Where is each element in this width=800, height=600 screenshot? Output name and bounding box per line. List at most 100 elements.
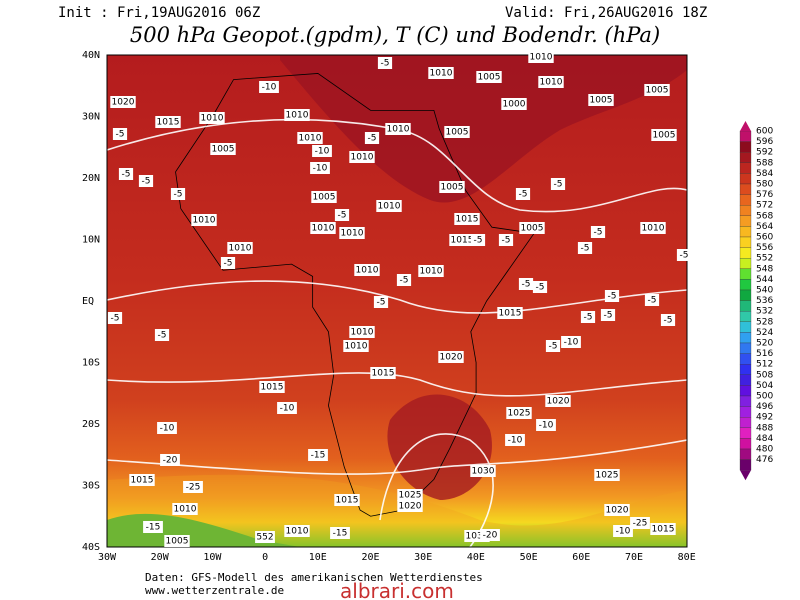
colorbar-label: 516 (756, 349, 773, 359)
contour-label: -5 (581, 244, 590, 254)
contour-label-box (604, 504, 630, 516)
colorbar-label: 560 (756, 233, 773, 243)
colorbar-swatch (739, 247, 752, 259)
data-source: Daten: GFS-Modell des amerikanischen Wet… (145, 571, 483, 584)
longitude-label: 70E (625, 552, 643, 563)
longitude-label: 30W (98, 552, 117, 563)
colorbar-label: 500 (756, 392, 773, 402)
contour-label-box (538, 76, 564, 88)
contour-label-box (470, 234, 486, 246)
contour-label: 1010 (530, 53, 553, 63)
colorbar-label: 524 (756, 328, 773, 338)
contour-label: -10 (315, 147, 330, 157)
colorbar-label: 556 (756, 243, 773, 253)
contour-label-box (418, 265, 444, 277)
colorbar-swatch (739, 385, 752, 397)
colorbar-swatch (739, 141, 752, 153)
contour-label-box (310, 222, 336, 234)
colorbar-swatch (739, 417, 752, 428)
colorbar-swatch (739, 342, 752, 354)
contour-label: 1005 (446, 128, 469, 138)
contour-label-box (588, 94, 614, 106)
contour-label-box (644, 84, 670, 96)
contour-label-box (613, 525, 633, 537)
contour-label: -10 (262, 83, 277, 93)
contour-label: -5 (338, 211, 347, 221)
latitude-label: 40N (82, 50, 100, 61)
contour-label: 1005 (590, 96, 613, 106)
contour-label: -5 (604, 311, 613, 321)
contour-label: 1015 (261, 383, 284, 393)
contour-label-box (220, 257, 236, 269)
contour-label-box (349, 151, 375, 163)
contour-label-box (310, 162, 330, 174)
contour-label: -5 (594, 228, 603, 238)
contour-label: 1005 (441, 183, 464, 193)
colorbar-swatch (739, 183, 752, 195)
colorbar-swatch (739, 226, 752, 238)
colorbar-swatch (739, 321, 752, 333)
colorbar-label: 592 (756, 148, 773, 158)
colorbar-label: 552 (756, 254, 773, 264)
contour-label-box (297, 132, 323, 144)
colorbar-label: 480 (756, 445, 773, 455)
contour-label: 1015 (131, 476, 154, 486)
contour-label: -10 (508, 436, 523, 446)
contour-label: -5 (116, 130, 125, 140)
contour-label-box (311, 191, 337, 203)
colorbar-swatch (739, 194, 752, 206)
longitude-label: 60E (572, 552, 590, 563)
map-area (107, 55, 687, 547)
contour-label-box (227, 242, 253, 254)
contour-label-box (600, 309, 616, 321)
contour-label-box (449, 234, 475, 246)
contour-label-box (515, 188, 531, 200)
contour-label: -10 (313, 164, 328, 174)
contour-label: 1005 (653, 131, 676, 141)
longitude-label: 80E (678, 552, 696, 563)
contour-label: -10 (616, 527, 631, 537)
contour-label-box (170, 188, 186, 200)
colorbar-label: 572 (756, 201, 773, 211)
contour-label-box (505, 434, 525, 446)
colorbar-label: 488 (756, 423, 773, 433)
contour-label: -10 (280, 404, 295, 414)
colorbar-swatch (739, 289, 752, 301)
contour-label: 1015 (372, 369, 395, 379)
latitude-label: 20S (82, 419, 100, 430)
colorbar-label: 508 (756, 370, 773, 380)
colorbar-label: 544 (756, 275, 773, 285)
colorbar-label: 528 (756, 317, 773, 327)
contour-label-box (259, 381, 285, 393)
contour-label-box (154, 329, 170, 341)
colorbar-swatch (739, 205, 752, 216)
contour-label: 1020 (547, 397, 570, 407)
contour-label: -5 (142, 177, 151, 187)
contour-label: 1010 (356, 266, 379, 276)
contour-label: 1010 (387, 125, 410, 135)
contour-label: -5 (502, 236, 511, 246)
contour-label-box (545, 340, 561, 352)
contour-label: 1010 (312, 224, 335, 234)
contour-label: 1010 (286, 527, 309, 537)
contour-label: 1010 (642, 224, 665, 234)
contour-label-box (339, 227, 365, 239)
contour-label: -15 (311, 451, 326, 461)
contour-label: 1010 (341, 229, 364, 239)
contour-label-box (370, 367, 396, 379)
contour-label: 1015 (499, 309, 522, 319)
contour-label-box (676, 249, 692, 261)
valid-time: Valid: Fri,26AUG2016 18Z (505, 5, 707, 21)
contour-label: 1020 (440, 353, 463, 363)
contour-label-box (439, 181, 465, 193)
contour-label-box (536, 419, 556, 431)
contour-label: 1015 (652, 525, 675, 535)
contour-label-box (480, 529, 500, 541)
contour-label-box (199, 112, 225, 124)
contour-label-box (118, 168, 134, 180)
colorbar-swatch (739, 364, 752, 375)
contour-label-box (308, 449, 328, 461)
contour-label-box (644, 294, 660, 306)
contour-label: 1005 (521, 224, 544, 234)
contour-label: 1010 (345, 342, 368, 352)
